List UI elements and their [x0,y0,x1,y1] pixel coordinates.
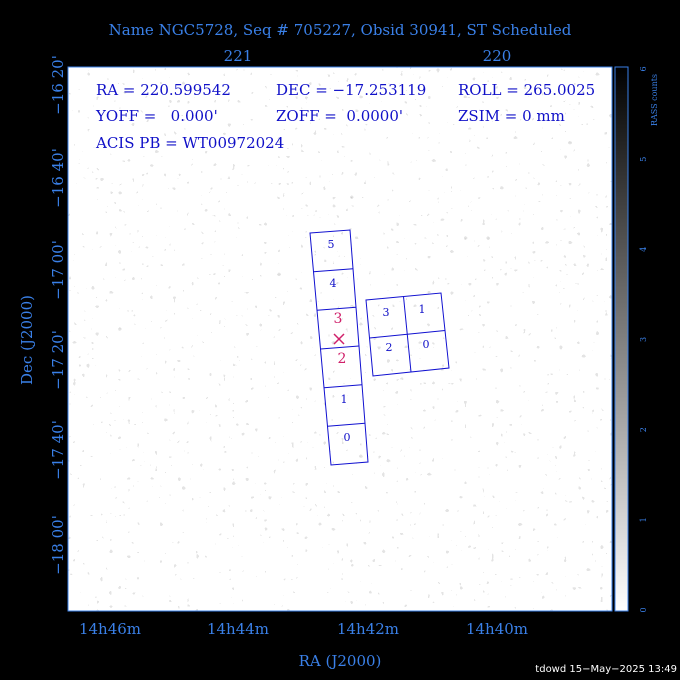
y-axis-label: Dec (J2000) [18,295,36,385]
chip-divider [316,306,357,311]
left-tick-label: −16 20' [49,55,67,115]
colorbar-tick-label: 5 [639,157,648,162]
top-tick-label: 220 [483,47,512,65]
bottom-tick-label: 14h40m [466,620,528,638]
chip-divider [313,268,354,273]
colorbar-label: RASS counts [650,74,659,126]
bottom-tick-label: 14h42m [337,620,399,638]
chip-outlines [309,229,450,466]
chip-label: 2 [338,351,347,367]
chip-label: 0 [423,338,430,351]
left-tick-label: −17 00' [49,240,67,300]
info-ra: RA = 220.599542 [96,81,231,99]
colorbar-ticks: 0 1 2 3 4 5 6 [639,66,648,612]
footer: tdowd 15−May−2025 13:49 [535,664,677,675]
left-tick-label: −17 40' [49,420,67,480]
info-roll: ROLL = 265.0025 [458,81,595,99]
chip-divider [327,422,366,427]
colorbar-tick-label: 6 [639,66,648,71]
colorbar-tick-label: 4 [639,247,648,252]
plot-frame [67,66,613,612]
colorbar-tick-label: 0 [639,607,648,612]
chip-label: 0 [344,431,351,444]
left-tick-label: −16 40' [49,148,67,208]
colorbar [614,66,629,612]
left-tick-label: −17 20' [49,330,67,390]
bottom-tick-label: 14h44m [207,620,269,638]
info-yoff: YOFF = 0.000' [95,107,218,125]
bottom-tick-label: 14h46m [79,620,141,638]
info-zsim: ZSIM = 0 mm [458,107,565,125]
colorbar-tick-label: 3 [639,337,648,342]
chip-label: 5 [328,238,335,251]
title: Name NGC5728, Seq # 705227, Obsid 30941,… [109,21,572,39]
colorbar-tick-label: 1 [639,517,648,522]
x-axis-label: RA (J2000) [299,652,382,670]
top-tick-label: 221 [224,47,253,65]
chip-label: 2 [386,341,393,354]
chip-label: 1 [419,303,426,316]
left-ticks: −16 20' −16 40' −17 00' −17 20' −17 40' −18 0… [49,55,67,575]
info-dec: DEC = −17.253119 [276,81,426,99]
i-array [365,292,450,377]
colorbar-tick-label: 2 [639,427,648,432]
info-acis-pb: ACIS PB = WT00972024 [95,134,284,152]
chip-divider [323,384,363,389]
chip-label: 3 [334,311,343,327]
chip-label: 4 [330,277,337,290]
left-tick-label: −18 00' [49,515,67,575]
chip-divider [320,345,360,350]
chip-label: 1 [341,393,348,406]
info-zoff: ZOFF = 0.0000' [276,107,403,125]
chip-label: 3 [383,306,390,319]
chip-divider [369,330,446,339]
aimpoint-marker [333,333,345,345]
